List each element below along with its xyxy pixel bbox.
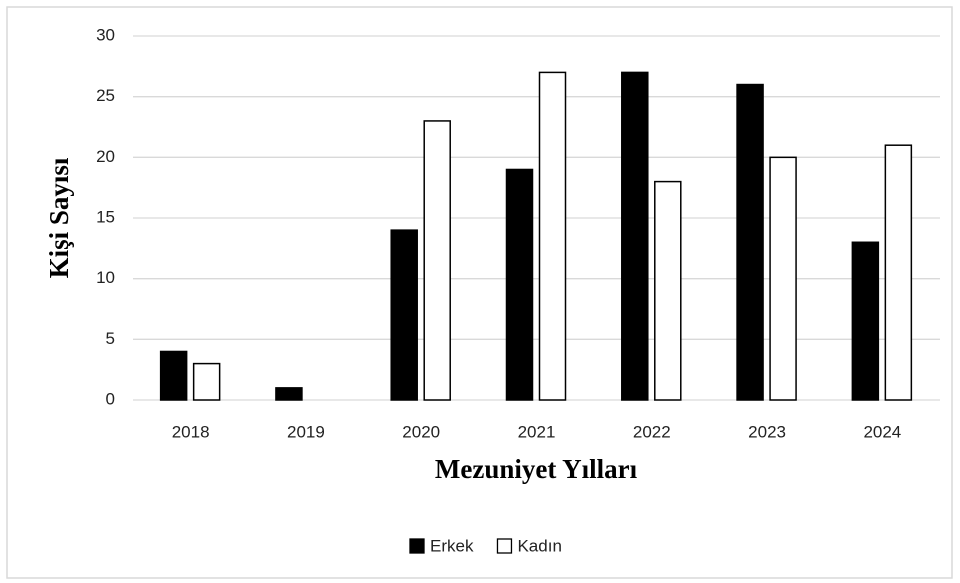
bar <box>192 362 221 401</box>
legend-swatch <box>496 538 513 554</box>
chart-border <box>6 6 953 579</box>
y-tick-label: 15 <box>96 207 115 226</box>
x-axis-title: Mezuniyet Yılları <box>435 454 638 484</box>
bar <box>159 350 188 401</box>
bar <box>390 229 418 401</box>
bar <box>505 168 534 401</box>
y-tick-label: 0 <box>106 389 115 408</box>
x-tick-label: 2020 <box>402 422 440 441</box>
legend-swatch <box>409 538 425 554</box>
y-tick-label: 10 <box>96 268 115 287</box>
legend-label: Erkek <box>430 536 474 555</box>
bar <box>769 156 797 401</box>
x-tick-label: 2023 <box>748 422 786 441</box>
bar <box>851 241 880 401</box>
x-tick-label: 2022 <box>633 422 671 441</box>
x-tick-label: 2021 <box>518 422 556 441</box>
y-tick-label: 5 <box>106 329 115 348</box>
bar <box>621 71 649 401</box>
bar <box>884 144 913 401</box>
legend-label: Kadın <box>517 536 561 555</box>
bar <box>654 180 682 401</box>
y-tick-label: 20 <box>96 147 115 166</box>
x-tick-label: 2018 <box>172 422 210 441</box>
bar <box>538 71 567 401</box>
bar <box>423 120 451 401</box>
x-tick-label: 2024 <box>863 422 901 441</box>
y-tick-label: 25 <box>96 86 115 105</box>
bar <box>275 387 303 401</box>
y-tick-label: 30 <box>96 25 115 44</box>
y-axis-title: Kişi Sayısı <box>44 157 74 278</box>
bar <box>736 83 764 401</box>
x-tick-label: 2019 <box>287 422 325 441</box>
